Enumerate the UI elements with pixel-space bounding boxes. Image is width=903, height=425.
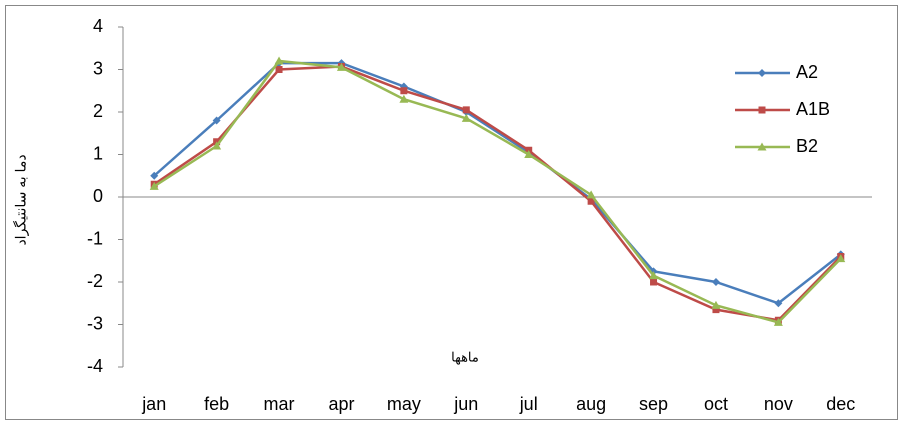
point [336,62,346,71]
y-tick-label: 0 [93,186,103,206]
y-tick-label: 2 [93,101,103,121]
point [711,278,720,286]
point [275,66,283,73]
x-tick-label: apr [328,394,354,414]
series-line [153,61,842,305]
point [149,181,159,190]
point [774,299,783,308]
chart-frame [5,5,898,420]
legend-label: A2 [796,62,818,82]
point [836,254,846,263]
x-axis-title: ماهها [451,349,479,365]
point [274,56,284,65]
point [150,171,159,180]
x-tick-label: feb [204,394,229,414]
point [399,94,409,103]
legend-label: A1B [796,99,830,119]
legend-marker [758,69,766,77]
x-tick-label: aug [576,394,606,414]
y-tick-label: 1 [93,143,103,163]
point [400,87,408,95]
point [461,113,471,122]
point [711,300,721,309]
y-axis-title: دما به سانتیگراد [13,154,30,245]
x-tick-label: jun [453,394,478,414]
point [586,190,596,199]
point [587,197,595,205]
x-tick-label: jan [141,394,166,414]
x-tick-label: oct [704,394,728,414]
x-tick-label: nov [764,394,793,414]
y-tick-label: -1 [87,228,103,248]
y-tick-label: -4 [87,356,103,376]
series-line [153,65,842,322]
point [524,150,534,158]
y-tick-label: -3 [87,313,103,333]
y-tick-label: 3 [93,58,103,78]
point [649,271,659,280]
legend-marker [758,106,766,114]
point [650,278,658,286]
x-tick-label: may [387,394,421,414]
legend-marker [757,142,767,151]
y-tick-label: -2 [87,271,103,291]
point [712,306,720,314]
y-tick-label: 4 [93,16,103,36]
point [212,141,222,150]
x-tick-label: sep [639,394,668,414]
point [462,106,470,114]
x-tick-label: jul [519,394,538,414]
x-tick-label: dec [826,394,855,414]
point [773,317,783,326]
x-tick-label: mar [264,394,295,414]
point [212,116,221,125]
series-line [153,59,842,324]
legend-label: B2 [796,136,818,156]
